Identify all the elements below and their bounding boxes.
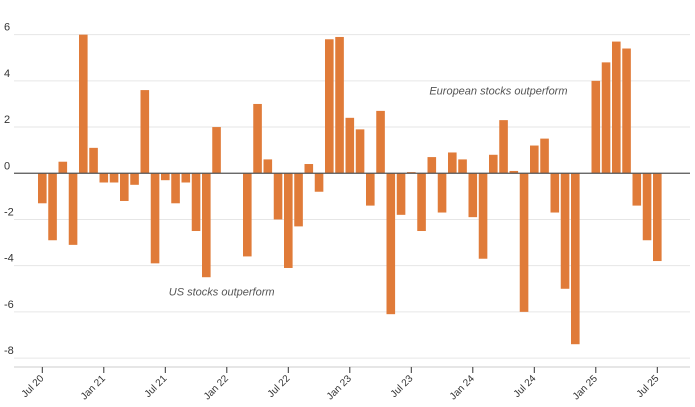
annotation-layer: European stocks outperform US stocks outp…	[169, 86, 568, 299]
x-tick-label: Jul 21	[143, 373, 170, 400]
zero-line-layer	[14, 172, 690, 368]
bar-may-25	[632, 173, 642, 206]
x-tick-label: Jul 25	[635, 373, 662, 400]
bar-sep-23	[427, 157, 437, 174]
x-tick-label: Jan 21	[79, 373, 108, 402]
bar-nov-24	[571, 173, 580, 345]
bar-jun-23	[396, 173, 406, 215]
bar-oct-24	[560, 173, 570, 289]
x-tick-label: Jan 24	[448, 373, 477, 402]
bar-jun-22	[273, 173, 283, 220]
bar-aug-21	[171, 173, 180, 204]
bar-mar-21	[120, 173, 129, 201]
bar-jul-22	[284, 173, 293, 268]
y-tick-label: 2	[4, 114, 10, 126]
bar-apr-21	[130, 173, 139, 185]
y-tick-label: 0	[4, 160, 10, 172]
bar-mar-22	[243, 173, 252, 257]
annotation-us-outperform: US stocks outperform	[169, 287, 275, 299]
bar-sep-21	[181, 173, 191, 183]
bar-dec-21	[212, 127, 221, 174]
bar-nov-23	[448, 152, 457, 174]
bar-dec-23	[458, 159, 467, 174]
grid-layer	[14, 34, 690, 359]
bar-may-24	[509, 170, 519, 174]
bar-may-23	[386, 173, 396, 315]
bar-jul-21	[161, 173, 170, 181]
y-tick-label: -8	[4, 345, 14, 357]
bar-sep-22	[304, 164, 314, 174]
x-tick-label: Jul 20	[20, 373, 47, 400]
x-axis-ticks: Jul 20 Jan 21 Jul 21 Jan 22 Jul 22 Jan 23 Jul …	[20, 367, 662, 402]
bar-apr-24	[499, 120, 508, 174]
y-tick-label: -6	[4, 299, 14, 311]
bars-layer	[38, 34, 662, 345]
bar-apr-25	[622, 48, 631, 174]
y-tick-label: 4	[4, 68, 10, 80]
y-tick-label: -4	[4, 253, 14, 265]
bar-sep-24	[550, 173, 560, 213]
bar-nov-20	[79, 34, 88, 174]
bar-mar-24	[489, 154, 498, 174]
x-tick-label: Jul 22	[266, 373, 293, 400]
bar-may-22	[263, 159, 273, 174]
bar-jan-23	[345, 117, 355, 174]
bar-oct-20	[68, 173, 78, 245]
bar-nov-21	[202, 173, 211, 278]
bar-jan-24	[468, 173, 478, 218]
bar-jun-21	[150, 173, 160, 264]
bar-feb-24	[478, 173, 488, 259]
bar-mar-23	[366, 173, 375, 206]
bar-oct-23	[437, 173, 447, 213]
x-tick-label: Jan 25	[571, 373, 600, 402]
bar-mar-25	[612, 41, 621, 174]
bar-apr-22	[253, 103, 262, 174]
bar-jan-25	[591, 80, 601, 174]
bar-jul-25	[653, 173, 662, 262]
y-tick-label: 6	[4, 22, 10, 34]
bar-aug-23	[417, 173, 426, 232]
bar-apr-23	[376, 110, 385, 174]
bar-feb-21	[109, 173, 119, 183]
bar-dec-22	[335, 36, 344, 174]
annotation-european-outperform: European stocks outperform	[429, 86, 567, 98]
bar-aug-20	[48, 173, 57, 241]
bar-jul-20	[38, 173, 47, 204]
y-axis-ticks: -8 -6 -4 -2 0 2 4 6	[4, 22, 14, 357]
x-tick-label: Jul 24	[512, 373, 539, 400]
bar-dec-20	[89, 147, 98, 174]
bar-aug-22	[294, 173, 303, 227]
bar-feb-23	[355, 129, 365, 174]
bar-nov-22	[325, 39, 334, 174]
bar-oct-21	[191, 173, 201, 232]
x-tick-label: Jan 23	[325, 373, 354, 402]
bar-jun-25	[642, 173, 652, 241]
x-tick-label: Jul 23	[389, 373, 416, 400]
bar-aug-24	[540, 138, 549, 174]
bar-jul-24	[530, 145, 539, 174]
bar-feb-25	[601, 62, 611, 174]
bar-oct-22	[314, 173, 324, 192]
x-tick-label: Jan 22	[202, 373, 231, 402]
bar-may-21	[140, 90, 150, 174]
y-tick-label: -2	[4, 206, 14, 218]
bar-jun-24	[519, 173, 529, 312]
bar-jan-21	[99, 173, 109, 183]
bar-sep-20	[58, 161, 68, 174]
